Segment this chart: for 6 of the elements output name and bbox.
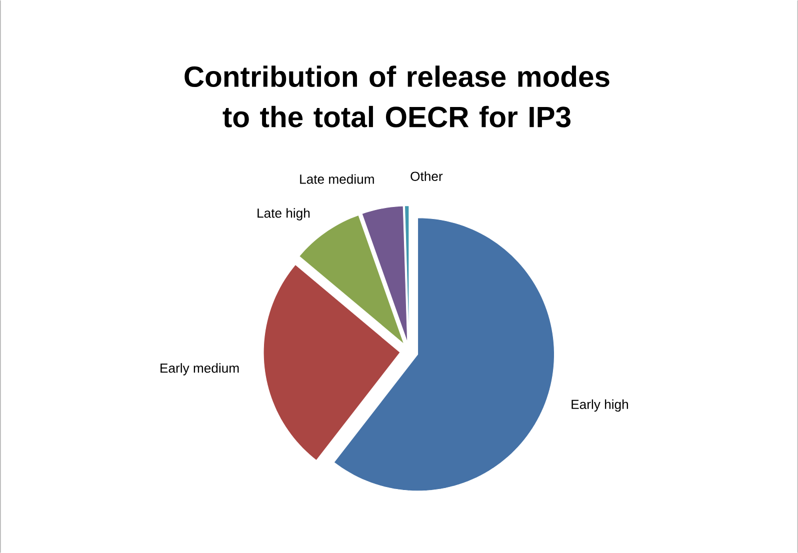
slice-label: Other [410, 171, 443, 181]
slice-label: Late high [258, 208, 310, 220]
slice-label: Late medium [300, 174, 374, 184]
slice-label: Early medium [160, 363, 239, 376]
slice-label: Early high [572, 399, 628, 412]
chart-title: Contribution of release modes to the total OECR for IP3 [184, 66, 610, 128]
